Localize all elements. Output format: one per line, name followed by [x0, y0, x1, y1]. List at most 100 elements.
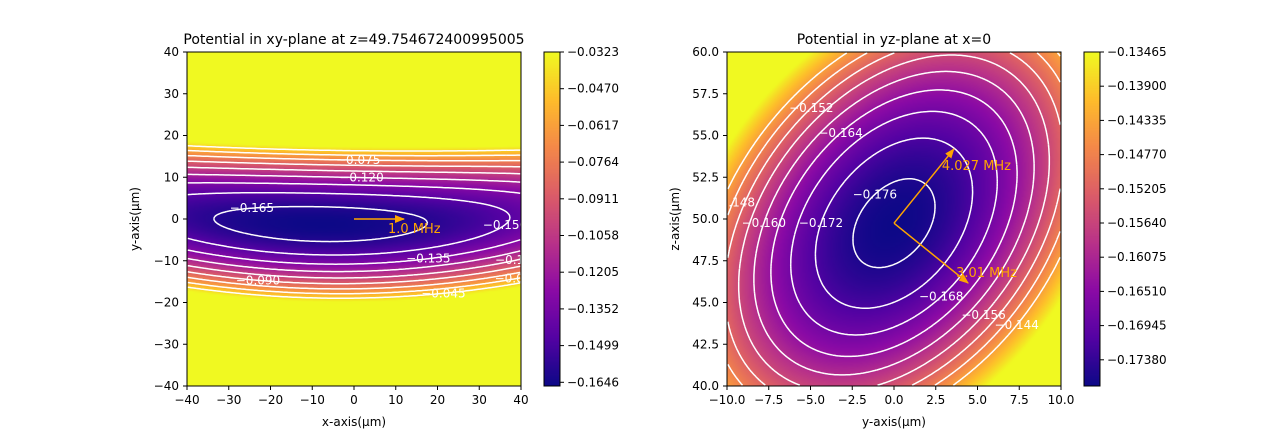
colorbar-tick-label: −0.16945 [1107, 319, 1167, 333]
contour-line [213, 205, 429, 243]
contour-label: −0.160 [742, 216, 786, 230]
contour-line [187, 149, 521, 295]
annotations: 4.027 MHz 3.01 MHz [893, 148, 1017, 284]
annotation-label: 1.0 MHz [388, 222, 441, 237]
x-tick-label: 10 [388, 393, 403, 407]
colorbar-ticks: −0.0323 −0.0470 −0.0617 −0.0764 −0.0911 −0.10… [560, 45, 619, 389]
colorbar-tick-label: −0.13465 [1107, 45, 1167, 59]
y-tick-label: 42.5 [692, 337, 719, 351]
contour-line [814, 137, 974, 309]
colorbar-tick-label: −0.0911 [567, 192, 619, 206]
annotation-label: 4.027 MHz [942, 159, 1011, 174]
x-tick-label: 0.0 [884, 393, 903, 407]
y-tick-label: 0 [171, 212, 179, 226]
x-axis-label: x-axis(μm) [322, 415, 386, 429]
x-axis-ticks: −40 −30 −20 −10 0 10 20 30 40 [174, 386, 529, 407]
contour-label: −0.144 [995, 318, 1039, 332]
contour-label: −0.120 [339, 171, 383, 185]
contour-line [737, 54, 1051, 386]
annotation-arrow [893, 222, 969, 284]
contour-lines: −0.165 −0.150 −0.135 −0.120 −0.105 −0.090 −0.0… [187, 145, 539, 300]
colorbar-tick-label: −0.0323 [567, 45, 619, 59]
xy-plane-panel: Potential in xy-plane at z=49.7546724009… [128, 32, 619, 429]
x-tick-label: −2.5 [838, 393, 867, 407]
y-tick-label: 30 [164, 87, 179, 101]
colorbar-gradient [1084, 52, 1100, 386]
contour-line [753, 70, 1035, 376]
x-tick-label: −5.0 [796, 393, 825, 407]
contour-line [187, 145, 521, 299]
colorbar-tick-label: −0.0470 [567, 82, 619, 96]
y-tick-label: 55.0 [692, 129, 719, 143]
contour-label: −0.165 [230, 201, 274, 215]
contour-label: −0.090 [236, 273, 280, 287]
contour-label: −0.105 [495, 253, 539, 267]
colorbar-tick-label: −0.14335 [1107, 113, 1167, 127]
contour-line [789, 110, 999, 336]
y-tick-label: 10 [164, 170, 179, 184]
x-tick-label: 20 [430, 393, 445, 407]
x-tick-label: 5.0 [968, 393, 987, 407]
colorbar-tick-label: −0.0617 [567, 118, 619, 132]
contour-line [727, 52, 1061, 386]
y-tick-label: 57.5 [692, 87, 719, 101]
y-tick-label: −20 [154, 296, 179, 310]
contour-label: −0.168 [919, 290, 963, 304]
x-tick-label: −10 [300, 393, 325, 407]
colorbar-frame [543, 51, 561, 387]
contour-label: −0.176 [853, 187, 897, 201]
contour-line [852, 178, 936, 269]
y-axis-ticks: 40.0 42.5 45.0 47.5 50.0 52.5 55.0 57.5 60.0 [692, 45, 727, 393]
colorbar-gradient [544, 52, 560, 386]
y-tick-label: 60.0 [692, 45, 719, 59]
y-tick-label: −40 [154, 379, 179, 393]
y-tick-label: 52.5 [692, 170, 719, 184]
y-tick-label: 45.0 [692, 296, 719, 310]
x-tick-label: −10.0 [709, 393, 746, 407]
contour-label: −0.150 [483, 218, 527, 232]
x-tick-label: 40 [513, 393, 528, 407]
colorbar-ticks: −0.13465 −0.13900 −0.14335 −0.14770 −0.15205… [1100, 45, 1167, 367]
contour-line [770, 89, 1018, 358]
y-tick-label: 40 [164, 45, 179, 59]
colorbar-tick-label: −0.17380 [1107, 353, 1167, 367]
x-tick-label: 10.0 [1048, 393, 1075, 407]
colorbar-tick-label: −0.15205 [1107, 182, 1167, 196]
colorbar-tick-label: −0.0764 [567, 155, 619, 169]
colorbar-tick-label: −0.16510 [1107, 284, 1167, 298]
colorbar-tick-label: −0.1205 [567, 265, 619, 279]
y-axis-label: z-axis(μm) [668, 187, 682, 250]
contour-line [187, 173, 521, 273]
contour-lines: −0.176−0.172−0.168−0.164−0.160−0.156−0.1… [727, 52, 1061, 386]
contour-label: −0.164 [818, 126, 862, 140]
y-tick-label: 40.0 [692, 379, 719, 393]
contour-label: −0.075 [336, 153, 380, 167]
contour-line [187, 166, 521, 279]
colorbar-tick-label: −0.1352 [567, 302, 619, 316]
y-tick-label: 47.5 [692, 254, 719, 268]
colorbar-tick-label: −0.1058 [567, 229, 619, 243]
colorbar-tick-label: −0.16075 [1107, 250, 1167, 264]
y-axis-ticks: −40 −30 −20 −10 0 10 20 30 40 [154, 45, 187, 393]
contour-line [187, 182, 521, 265]
chart-title: Potential in xy-plane at z=49.7546724009… [183, 32, 524, 48]
contour-line [727, 52, 1061, 386]
contour-line [187, 191, 511, 256]
colorbar-tick-label: −0.15640 [1107, 216, 1167, 230]
yz-plane-panel: Potential in yz-plane at x=0 −0.176 −0.17… [668, 32, 1167, 429]
y-tick-label: 50.0 [692, 212, 719, 226]
contour-label: −0.172 [799, 216, 843, 230]
annotation-arrow [893, 148, 955, 224]
contour-line [727, 52, 1061, 386]
y-tick-label: 20 [164, 129, 179, 143]
x-tick-label: 2.5 [926, 393, 945, 407]
x-tick-label: 30 [472, 393, 487, 407]
x-axis-label: y-axis(μm) [862, 415, 926, 429]
x-tick-label: 7.5 [1010, 393, 1029, 407]
annotation-label: 3.01 MHz [956, 266, 1017, 281]
x-tick-label: −20 [258, 393, 283, 407]
colorbar-frame [1083, 51, 1101, 387]
contour-line [187, 154, 521, 290]
colorbar-tick-label: −0.14770 [1107, 148, 1167, 162]
